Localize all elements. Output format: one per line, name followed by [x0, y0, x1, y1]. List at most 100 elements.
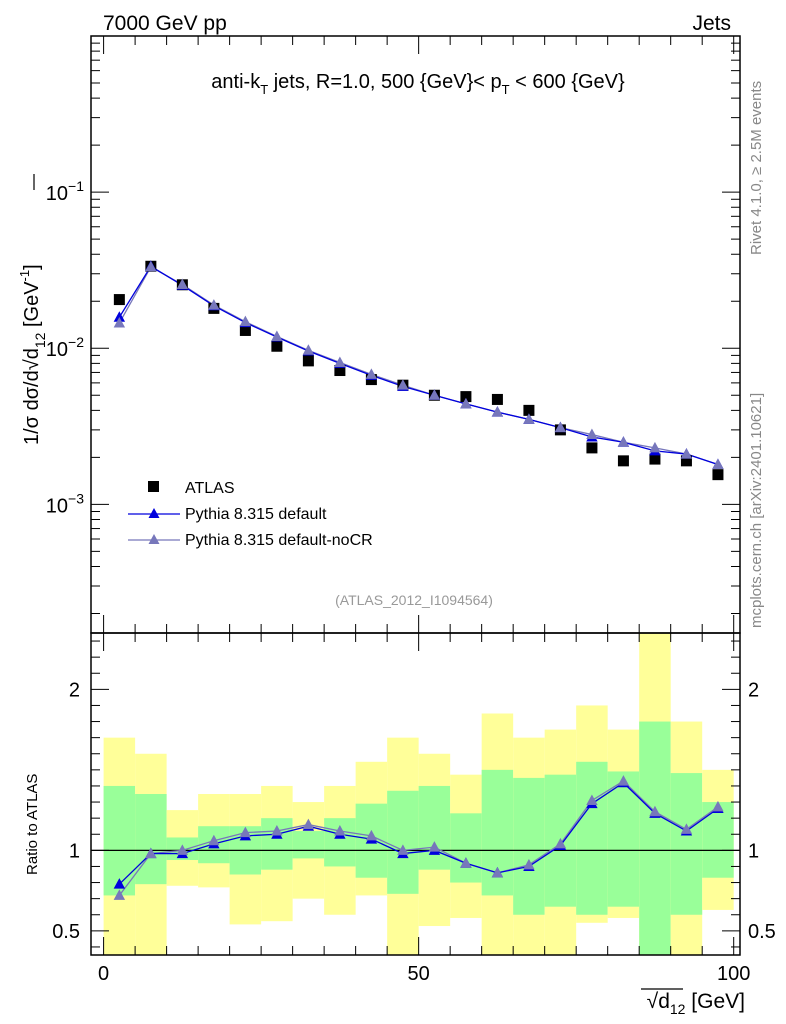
x-axis-label-sub: 12: [670, 1001, 686, 1017]
ratio-uncertainty-bands: [103, 633, 734, 955]
ratio-nocr-marker: [365, 829, 378, 841]
legend-default-label: Pythia 8.315 default: [185, 506, 327, 523]
atlas-data-point: [334, 365, 346, 377]
ratio-nocr-marker: [586, 794, 598, 805]
nocr-marker: [208, 299, 220, 310]
uncertainty-band-inner: [418, 785, 451, 870]
main-y-tick-label-exp: −1: [68, 178, 84, 194]
atlas-data-point: [271, 340, 283, 352]
uncertainty-band-inner: [513, 777, 545, 915]
ratio-frame: [90, 632, 741, 956]
nocr-marker: [649, 441, 661, 453]
legend-nocr-marker: [148, 534, 160, 544]
plot-title-a-sub: T: [260, 82, 268, 97]
atlas-data-point: [649, 453, 661, 465]
atlas-data-point: [617, 455, 629, 467]
main-y-tick-label-base: 10: [46, 339, 68, 361]
main-y-label-close: ]: [21, 264, 43, 270]
plot-title-a: anti-k: [211, 71, 261, 93]
uncertainty-band-inner: [702, 802, 734, 878]
rivet-label: Rivet 4.1.0, ≥ 2.5M events: [748, 81, 765, 255]
ratio-nocr-marker: [680, 823, 693, 834]
ratio-nocr-marker: [113, 889, 126, 900]
ratio-nocr-marker: [176, 844, 189, 855]
ratio-nocr-marker: [428, 841, 441, 852]
nocr-marker: [365, 368, 378, 379]
main-y-tick-label: 10−1: [46, 178, 84, 205]
ratio-y-tick-label-right: 2: [748, 679, 759, 701]
header-left: 7000 GeV pp: [103, 12, 227, 35]
ratio-nocr-marker: [617, 775, 630, 786]
x-axis-label-sqrt: √: [647, 990, 659, 1013]
main-y-label: 1/σ dσ/d√d12 [GeV-1]: [17, 264, 48, 445]
nocr-marker: [397, 379, 409, 390]
atlas-data-point: [523, 404, 535, 416]
atlas-data-point: [491, 393, 503, 405]
uncertainty-band-inner: [576, 761, 608, 915]
main-y-tick-label-exp: −2: [68, 334, 84, 350]
main-series-lines: [118, 265, 719, 466]
x-axis-label: √d12 [GeV]: [647, 990, 745, 1017]
uncertainty-band-inner: [292, 831, 325, 859]
ratio-nocr-marker: [334, 825, 346, 836]
ratio-nocr-marker: [649, 805, 661, 817]
plot-title: anti-kT jets, R=1.0, 500 {GeV}< pT < 600…: [211, 71, 625, 97]
ratio-nocr-marker: [554, 837, 567, 849]
analysis-id: (ATLAS_2012_I1094564): [335, 592, 493, 608]
plot-title-b-sub: T: [502, 82, 510, 97]
plot-title-c: < 600 {GeV}: [510, 71, 625, 93]
ratio-axis-ticks: [91, 633, 740, 955]
legend-atlas-label: ATLAS: [185, 480, 235, 497]
ratio-nocr-marker: [302, 818, 315, 830]
x-tick-labels: 0 50 100: [98, 963, 750, 985]
nocr-marker: [271, 330, 283, 341]
nocr-marker: [586, 428, 598, 440]
ratio-nocr-marker: [208, 834, 220, 846]
default-marker: [113, 311, 126, 322]
uncertainty-band-inner: [607, 771, 640, 907]
ratio-default-marker: [113, 878, 126, 889]
main-y-tick-label: 10−2: [46, 334, 84, 361]
ratio-y-tick-labels: 0.5 0.5 1 1 2 2: [52, 679, 776, 943]
main-y-tick-label: 10−3: [46, 490, 84, 517]
nocr-marker: [617, 436, 630, 447]
plot-title-b: jets, R=1.0, 500 {GeV}< p: [268, 71, 502, 93]
uncertainty-band-inner: [103, 785, 136, 896]
main-y-label-main: 1/σ dσ/d√d: [21, 348, 43, 445]
ratio-line-default: [118, 781, 719, 885]
atlas-data-point: [302, 355, 314, 367]
ratio-y-tick-label-left: 1: [69, 840, 80, 862]
main-y-tick-labels: 10−310−210−1: [46, 178, 84, 517]
nocr-marker: [554, 421, 567, 433]
x-tick-label: 0: [98, 963, 109, 985]
legend: ATLAS Pythia 8.315 default Pythia 8.315 …: [128, 480, 373, 549]
nocr-marker: [176, 278, 189, 290]
atlas-data-point: [460, 391, 472, 403]
nocr-marker: [491, 406, 504, 417]
uncertainty-band-inner: [670, 773, 703, 915]
uncertainty-band-inner: [135, 794, 167, 885]
legend-nocr-label: Pythia 8.315 default-noCR: [185, 532, 373, 549]
x-tick-label: 100: [717, 963, 750, 985]
ratio-y-tick-label-right: 1: [748, 840, 759, 862]
nocr-marker: [523, 413, 535, 424]
uncertainty-band-inner: [387, 790, 419, 894]
atlas-data-point: [712, 469, 724, 481]
ratio-nocr-marker: [460, 857, 472, 868]
atlas-data-point: [680, 455, 692, 467]
ratio-y-tick-label-left: 0.5: [52, 921, 80, 943]
main-y-tick-label-exp: −3: [68, 490, 84, 506]
legend-default-marker: [148, 508, 160, 518]
atlas-data-point: [239, 324, 251, 336]
x-tick-label: 50: [408, 963, 430, 985]
atlas-data-point: [113, 294, 125, 306]
ratio-nocr-marker: [397, 844, 409, 855]
uncertainty-band-inner: [450, 813, 482, 883]
main-y-tick-label-base: 10: [46, 495, 68, 517]
nocr-marker: [680, 448, 693, 459]
nocr-marker: [334, 356, 346, 368]
nocr-marker: [302, 344, 315, 355]
ratio-y-label: Ratio to ATLAS: [24, 774, 41, 875]
main-y-label-unit: [GeV: [21, 281, 43, 333]
